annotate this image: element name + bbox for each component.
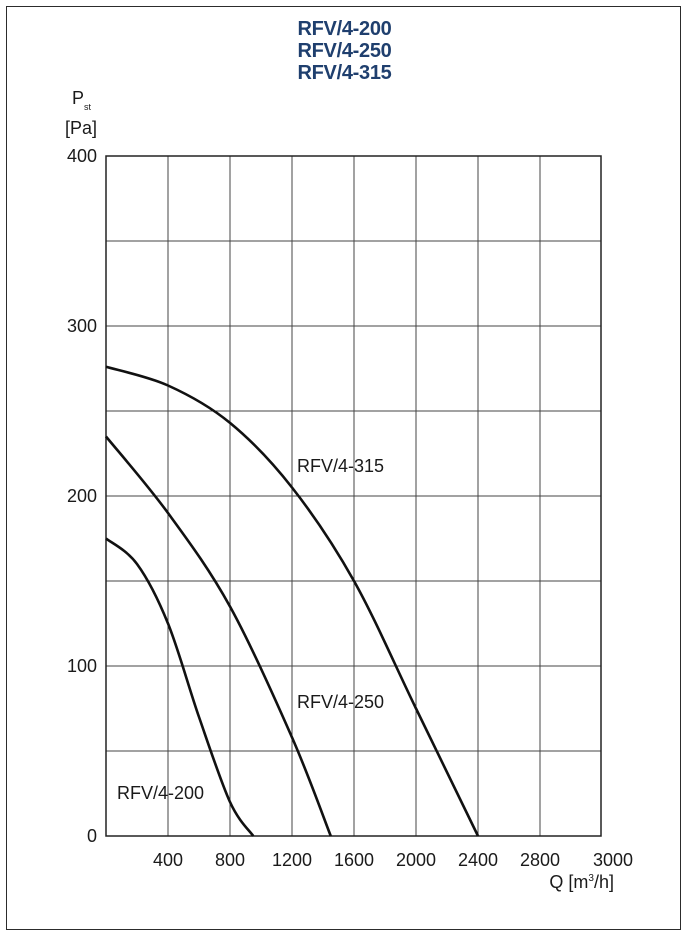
- curve-rfv-4-315: [105, 365, 480, 837]
- x-tick-label: 2400: [458, 850, 498, 870]
- chart-titles: RFV/4-200 RFV/4-250 RFV/4-315: [0, 18, 689, 84]
- y-axis-label-sub: st: [84, 102, 92, 112]
- y-axis-label: Pst: [72, 88, 92, 112]
- x-axis-label-sup: 3: [588, 873, 594, 884]
- x-tick-label: 1200: [272, 850, 312, 870]
- x-tick-label: 800: [215, 850, 245, 870]
- title-line-1: RFV/4-200: [297, 18, 392, 40]
- x-tick-label: 2000: [396, 850, 436, 870]
- curve-label-rfv-4-250: RFV/4-250: [297, 692, 384, 712]
- plot-area-border: [105, 155, 602, 837]
- x-axis-label-main: Q [m: [549, 872, 588, 892]
- curve-rfv-4-250: [104, 435, 332, 837]
- curve-label-rfv-4-315: RFV/4-315: [297, 456, 384, 476]
- y-tick-label: 0: [87, 826, 97, 846]
- x-tick-label: 400: [153, 850, 183, 870]
- title-line-2: RFV/4-250: [297, 40, 392, 62]
- x-tick-label: 1600: [334, 850, 374, 870]
- y-axis-unit: [Pa]: [65, 118, 97, 138]
- y-tick-label: 200: [67, 486, 97, 506]
- x-tick-label: 3000: [593, 850, 633, 870]
- title-line-3: RFV/4-315: [297, 62, 392, 84]
- y-tick-label: 300: [67, 316, 97, 336]
- x-tick-label: 2800: [520, 850, 560, 870]
- grid-lines: [106, 156, 601, 836]
- curves: [104, 365, 480, 837]
- x-axis-label-end: /h]: [594, 872, 614, 892]
- x-axis-label: Q [m3/h]: [549, 872, 614, 892]
- tick-labels: 0 100 200 300 400 400 800 1200 1600 2000 2400 2800 3…: [67, 146, 633, 870]
- y-tick-label: 400: [67, 146, 97, 166]
- y-axis-label-main: P: [72, 88, 84, 108]
- chart-frame: [6, 6, 681, 930]
- curve-label-rfv-4-200: RFV/4-200: [117, 783, 204, 803]
- y-tick-label: 100: [67, 656, 97, 676]
- curve-rfv-4-200: [105, 537, 255, 837]
